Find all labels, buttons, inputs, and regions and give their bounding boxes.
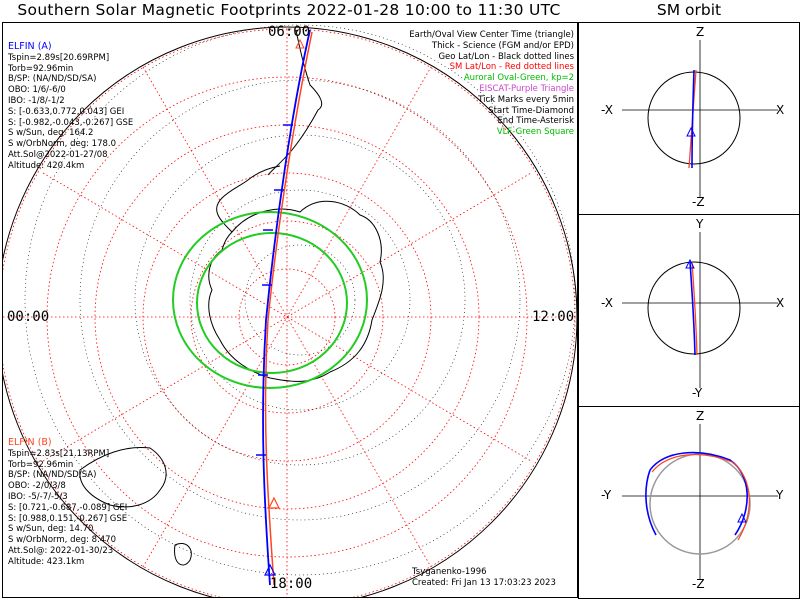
legend-item: Start Time-Diamond (488, 105, 574, 116)
sm3-left: -Y (601, 488, 612, 502)
legend-item: Thick - Science (FGM and/or EPD) (431, 40, 574, 51)
elfin-b-info: ELFIN (B) Tspin=2.83s[21.13RPM] Torb=92.9… (8, 437, 128, 567)
sm1-right: X (776, 103, 785, 117)
elfin-b-center-triangle (268, 496, 280, 509)
elfin-b-start-triangle (295, 38, 305, 49)
south-america-coastline (267, 29, 323, 176)
mlt-label-right: 12:00 (532, 309, 575, 325)
legend-item: EISCAT-Purple Triangle (479, 83, 574, 94)
sm2-top: Y (696, 217, 704, 231)
sm-plot-yz (622, 424, 778, 580)
mlt-label-left: 00:00 (7, 309, 50, 325)
sm1-bottom: -Z (692, 195, 705, 209)
sm-plot-xz (622, 40, 778, 198)
australia-coastline (79, 446, 167, 508)
legend-item: Geo Lat/Lon - Black dotted lines (438, 51, 574, 62)
sm2-left: -X (601, 296, 613, 310)
sm2-bottom: -Y (692, 386, 703, 400)
sm1-top: Z (696, 25, 705, 39)
map-legend: Earth/Oval View Center Time (triangle) T… (409, 30, 574, 138)
legend-item: Auroral Oval-Green, kp=2 (463, 73, 574, 84)
sm2-right: X (776, 296, 785, 310)
sm1-left: -X (601, 103, 613, 117)
footprint-map-frame (2, 22, 578, 598)
elfin-b-track (264, 31, 313, 586)
model-credit: Tsyganenko-1996 (412, 567, 487, 577)
elfin-a-name: ELFIN (A) (8, 41, 52, 52)
mlt-label-bottom: 18:00 (270, 576, 313, 592)
legend-item: End Time-Asterisk (497, 116, 574, 127)
legend-item: VLF-Green Square (496, 127, 574, 138)
sm-orbit-title: SM orbit (656, 1, 722, 19)
mlt-label-top: 06:00 (268, 24, 311, 40)
new-zealand-coastline (174, 543, 192, 566)
elfin-a-center-triangle (264, 563, 276, 576)
elfin-a-track (262, 29, 311, 586)
sm-plot-xy (622, 232, 778, 388)
sm3-right: Y (776, 488, 784, 502)
map-boundary (3, 26, 577, 597)
legend-item: Earth/Oval View Center Time (triangle) (409, 30, 574, 40)
elfin-a-tick-marks (256, 124, 293, 456)
sm3-bottom: -Z (692, 577, 705, 591)
legend-item: SM Lat/Lon - Red dotted lines (449, 62, 574, 73)
sm-meridians (3, 29, 575, 597)
antarctic-peninsula (216, 165, 281, 233)
elfin-b-name: ELFIN (B) (8, 437, 52, 448)
antarctica-coastline (208, 200, 384, 382)
page-title: Southern Solar Magnetic Footprints 2022-… (17, 1, 561, 19)
legend-item: Tick Marks every 5min (478, 94, 574, 105)
auroral-oval (172, 211, 368, 389)
created-credit: Created: Fri Jan 13 17:03:23 2023 (412, 578, 556, 588)
sm3-top: Z (696, 409, 705, 423)
elfin-a-info: ELFIN (A) Tspin=2.89s[20.69RPM] Torb=92.9… (8, 41, 134, 171)
